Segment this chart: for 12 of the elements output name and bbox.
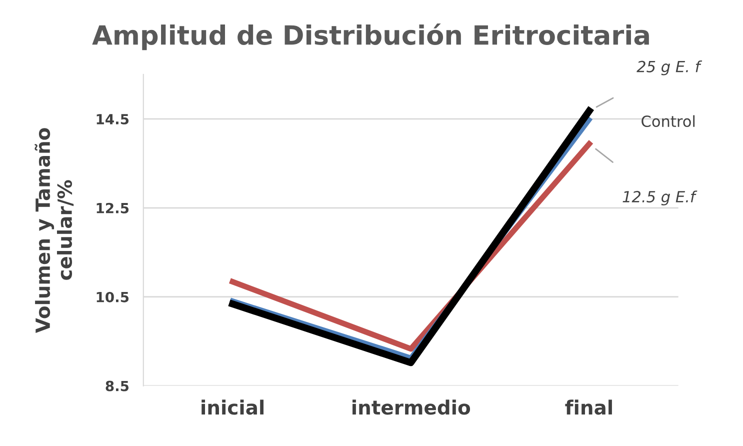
y-axis-title: Volumen y Tamaño celular/% [34, 128, 74, 333]
y-tick-label: 8.5 [106, 380, 129, 392]
x-tick-label: intermedio [352, 400, 470, 415]
text: 12.5 g E.f [622, 190, 698, 206]
y-tick-label: 12.5 [96, 202, 129, 214]
chart-title: Amplitud de Distribución Eritrocitaria [92, 23, 649, 50]
y-tick-label: 14.5 [96, 114, 129, 124]
text: 25 g E. f [636, 60, 702, 76]
text: Control [642, 115, 695, 128]
x-tick-label: inicial [202, 400, 264, 415]
x-tick-label: final [565, 400, 612, 415]
y-tick-label: 10.5 [96, 292, 129, 302]
